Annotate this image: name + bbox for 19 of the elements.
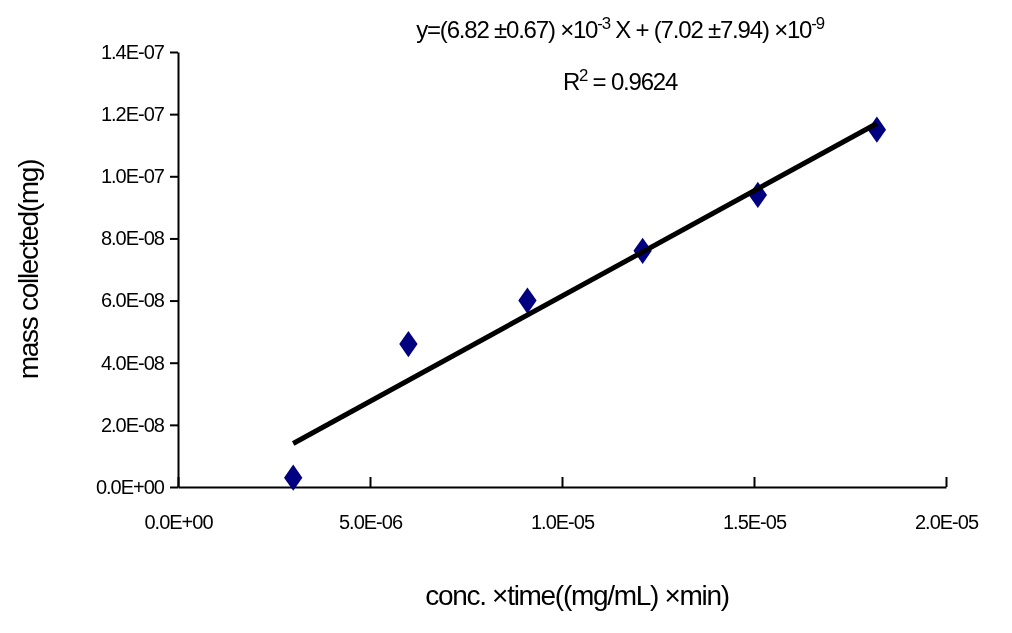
- x-tick-label: 0.0E+00: [144, 511, 214, 534]
- annotation: R$^{2}$ = 0.9624: [562, 65, 678, 95]
- x-tick-label: 1.0E-05: [530, 511, 595, 534]
- x-tick-label: 5.0E-06: [338, 511, 403, 534]
- y-tick-label: 2.0E-08: [100, 413, 165, 436]
- y-tick-label: 0.0E+00: [95, 475, 165, 498]
- y-tick-label: 8.0E-08: [100, 227, 165, 250]
- y-tick-label: 1.2E-07: [100, 103, 165, 126]
- x-axis-title: conc. ×time((mg/mL) ×min): [425, 580, 729, 611]
- x-tick-label: 1.5E-05: [722, 511, 787, 534]
- y-axis-title: mass collected(mg): [13, 159, 44, 380]
- y-tick-label: 1.4E-07: [100, 40, 165, 63]
- x-tick-label: 2.0E-05: [914, 511, 979, 534]
- y-tick-label: 4.0E-08: [100, 351, 165, 374]
- point: [284, 464, 303, 491]
- text: y=(6.82 ±0.67) ×10$^{-3}$ X + (7.02 ±7.94) ×10$^{-9}$: [416, 13, 825, 43]
- y-tick-label: 6.0E-08: [100, 289, 165, 312]
- y-tick-label: 1.0E-07: [100, 165, 165, 188]
- point: [518, 287, 537, 314]
